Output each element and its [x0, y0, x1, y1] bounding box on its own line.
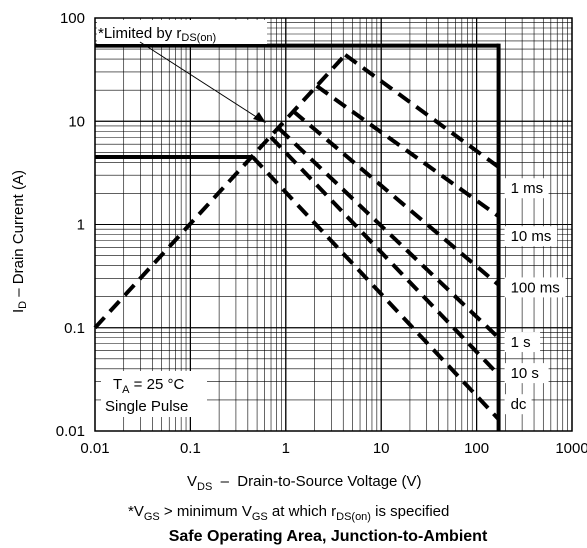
- limited-note-arrow: [139, 41, 259, 119]
- axis-ticks: 0.01 0.1 1 10 100 1000 0.01 0.1 1 10 100: [56, 10, 587, 457]
- x-tick-label: 100: [464, 440, 489, 457]
- x-axis-title: VDS – Drain-to-Source Voltage (V): [187, 473, 422, 493]
- rds-on-limit-line: [93, 53, 347, 330]
- limit-lines: [95, 43, 501, 431]
- series-line-100-ms: [292, 109, 500, 287]
- ta-note-box: [101, 371, 207, 417]
- series-line-10-ms: [315, 84, 500, 218]
- limited-note-arrowhead: [253, 112, 266, 123]
- series-label: 100 ms: [511, 279, 560, 296]
- x-tick-label: 0.1: [180, 440, 201, 457]
- series-label: 10 s: [511, 365, 539, 382]
- series-label: 1 s: [511, 334, 531, 351]
- series-line-1-s: [277, 127, 500, 340]
- series-labels: 1 ms 10 ms 100 ms 1 s 10 s dc: [504, 178, 566, 415]
- x-tick-label: 0.01: [80, 440, 109, 457]
- single-pulse-note: Single Pulse: [105, 398, 188, 415]
- grid: [94, 17, 573, 432]
- series-label-box: [504, 363, 549, 384]
- y-tick-label: 0.1: [64, 320, 85, 337]
- y-tick-label: 1: [77, 217, 85, 234]
- series-line-dc: [251, 155, 501, 421]
- series-label-box: [504, 226, 558, 247]
- series-line-10-s: [269, 135, 501, 377]
- ambient-temp-note: TA = 25 °C: [113, 376, 184, 396]
- series-label-box: [504, 332, 541, 353]
- limited-by-rds-note: *Limited by rDS(on): [98, 25, 216, 44]
- y-tick-label: 10: [68, 113, 85, 130]
- series-label-box: [504, 277, 566, 298]
- series-lines: [93, 53, 501, 421]
- x-tick-label: 1000: [555, 440, 587, 457]
- series-label: dc: [511, 396, 527, 413]
- x-tick-label: 10: [373, 440, 390, 457]
- series-label: 1 ms: [511, 180, 544, 197]
- limited-note-box: [97, 20, 267, 44]
- y-tick-label: 0.01: [56, 423, 85, 440]
- series-label: 10 ms: [511, 228, 552, 245]
- plot-frame: [94, 17, 573, 432]
- y-axis-title: ID – Drain Current (A): [10, 170, 29, 313]
- series-line-1-ms: [344, 53, 500, 169]
- x-tick-label: 1: [282, 440, 290, 457]
- footnote: *VGS > minimum VGS at which rDS(on) is s…: [128, 503, 449, 523]
- series-label-box: [504, 178, 549, 199]
- y-tick-label: 100: [60, 10, 85, 27]
- chart-title: Safe Operating Area, Junction-to-Ambient: [169, 528, 488, 545]
- series-label-box: [504, 394, 532, 415]
